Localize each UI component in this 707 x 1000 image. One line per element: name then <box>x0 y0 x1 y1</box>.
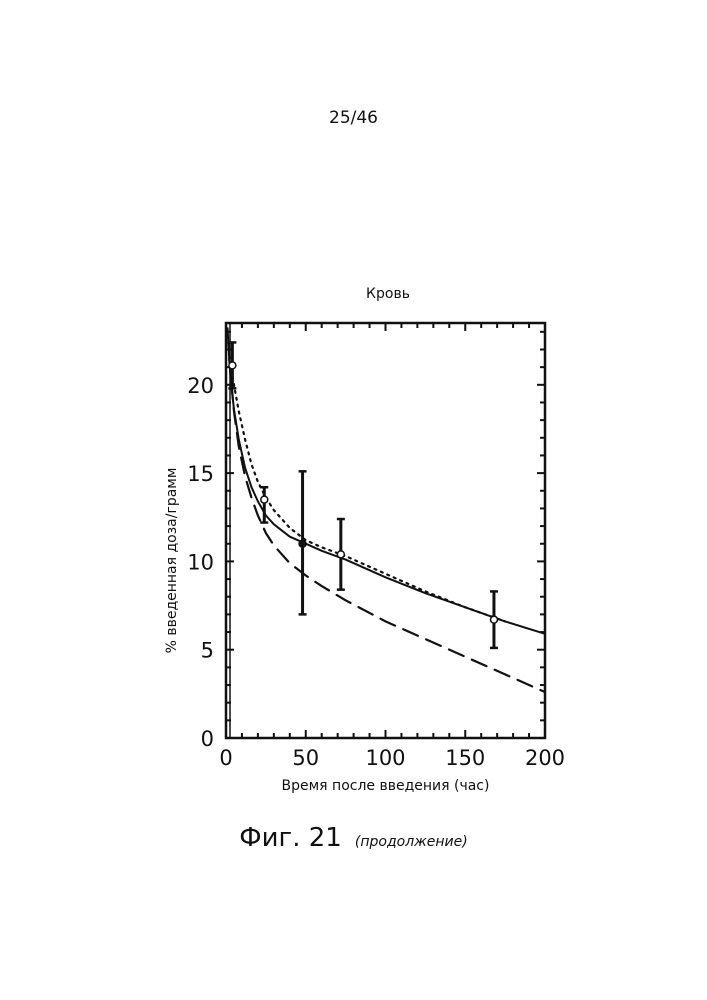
y-tick-label: 15 <box>187 462 214 486</box>
data-point <box>490 616 497 623</box>
series-layer <box>228 328 545 692</box>
y-tick-label: 0 <box>201 727 214 751</box>
series-dotted-line <box>228 335 506 621</box>
x-tick-label: 100 <box>365 746 405 770</box>
y-axis-label: % введенная доза/грамм <box>164 468 180 654</box>
data-point <box>337 551 344 558</box>
x-tick-label: 150 <box>445 746 485 770</box>
series-solid-line <box>228 328 545 634</box>
data-point <box>261 496 268 503</box>
x-tick-label: 200 <box>525 746 565 770</box>
x-tick-label: 0 <box>219 746 232 770</box>
y-tick-label: 5 <box>201 639 214 663</box>
y-tick-label: 20 <box>187 374 214 398</box>
figure-label: Фиг. 21 <box>239 823 342 853</box>
figure-caption: Фиг. 21 (продолжение) <box>0 823 707 853</box>
x-tick-label: 50 <box>292 746 319 770</box>
points-layer <box>228 342 498 648</box>
ticks-layer <box>226 323 545 738</box>
figure-note: (продолжение) <box>355 834 468 850</box>
data-point <box>229 362 236 369</box>
plot-frame <box>226 323 545 738</box>
x-axis-label: Время после введения (час) <box>282 778 490 794</box>
labels-layer: 0 50 100 150 200 0 5 10 15 20 Время после введения… <box>164 374 565 794</box>
y-tick-label: 10 <box>187 550 214 574</box>
axes-layer <box>226 323 545 738</box>
data-point <box>299 540 306 547</box>
